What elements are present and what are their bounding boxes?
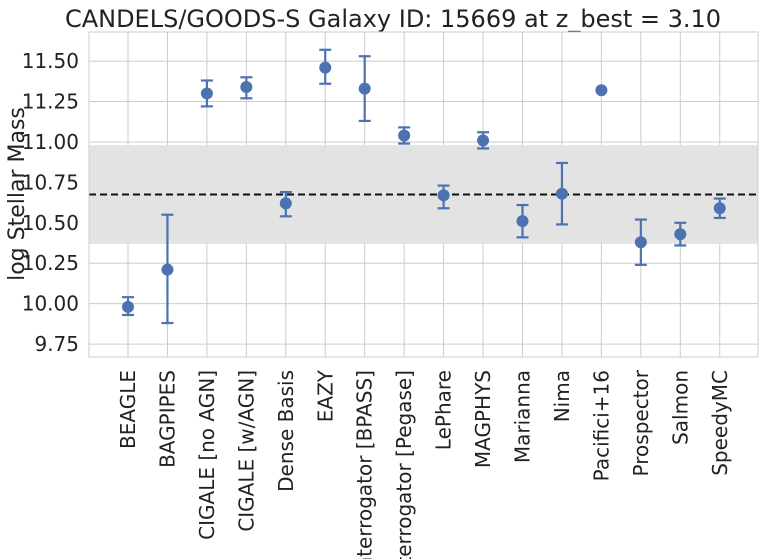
- x-tick-label: Interrogator [Pegase]: [392, 370, 416, 559]
- y-tick-labels: 9.75 10.00 10.25 10.50 10.75 11.00 11.25 11.50: [22, 49, 79, 356]
- y-tick-label: 11.00: [22, 130, 79, 154]
- data-point: [477, 134, 490, 147]
- data-layer: [122, 48, 726, 325]
- data-point: [437, 189, 450, 202]
- x-tick-label: EAZY: [313, 369, 337, 422]
- plot-frame: [88, 31, 759, 358]
- data-point: [555, 187, 568, 200]
- x-tick-label: LePhare: [432, 370, 456, 450]
- x-tick-label: BEAGLE: [116, 370, 140, 449]
- data-point: [713, 202, 726, 215]
- x-tick-label: Prospector: [629, 369, 653, 476]
- x-tick-label: Interrogator [BPASS]: [353, 370, 377, 559]
- x-tick-label: SpeedyMC: [708, 370, 732, 476]
- data-point: [516, 215, 529, 228]
- data-point: [161, 263, 174, 276]
- y-tick-label: 10.75: [22, 170, 79, 194]
- data-point: [200, 87, 213, 100]
- x-tick-label: Nima: [550, 370, 574, 422]
- data-point: [240, 80, 253, 93]
- x-tick-label: CIGALE [w/AGN]: [234, 370, 258, 532]
- data-point: [279, 197, 292, 210]
- x-tick-label: MAGPHYS: [471, 370, 495, 468]
- x-tick-label: Marianna: [511, 370, 535, 463]
- x-tick-label: Pacifici+16: [589, 370, 613, 481]
- data-point: [595, 84, 608, 97]
- data-point: [674, 228, 687, 241]
- y-tick-label: 11.50: [22, 49, 79, 73]
- y-tick-label: 10.25: [22, 251, 79, 275]
- y-tick-label: 11.25: [22, 90, 79, 114]
- data-point: [319, 61, 332, 74]
- data-point: [634, 236, 647, 249]
- x-tick-labels: BEAGLE BAGPIPES CIGALE [no AGN] CIGALE [w/A…: [116, 369, 732, 559]
- x-tick-label: CIGALE [no AGN]: [195, 370, 219, 540]
- data-point: [122, 300, 134, 313]
- x-tick-label: Salmon: [668, 370, 692, 445]
- y-tick-label: 10.00: [22, 292, 79, 316]
- y-tick-label: 9.75: [34, 332, 79, 356]
- x-tick-label: Dense Basis: [274, 370, 298, 492]
- data-point: [398, 129, 411, 142]
- data-point: [358, 82, 371, 95]
- y-tick-label: 10.50: [22, 211, 79, 235]
- chart-title: CANDELS/GOODS-S Galaxy ID: 15669 at z_be…: [65, 5, 721, 33]
- x-tick-label: BAGPIPES: [155, 370, 179, 468]
- y-axis-label: log Stellar Mass: [5, 107, 30, 281]
